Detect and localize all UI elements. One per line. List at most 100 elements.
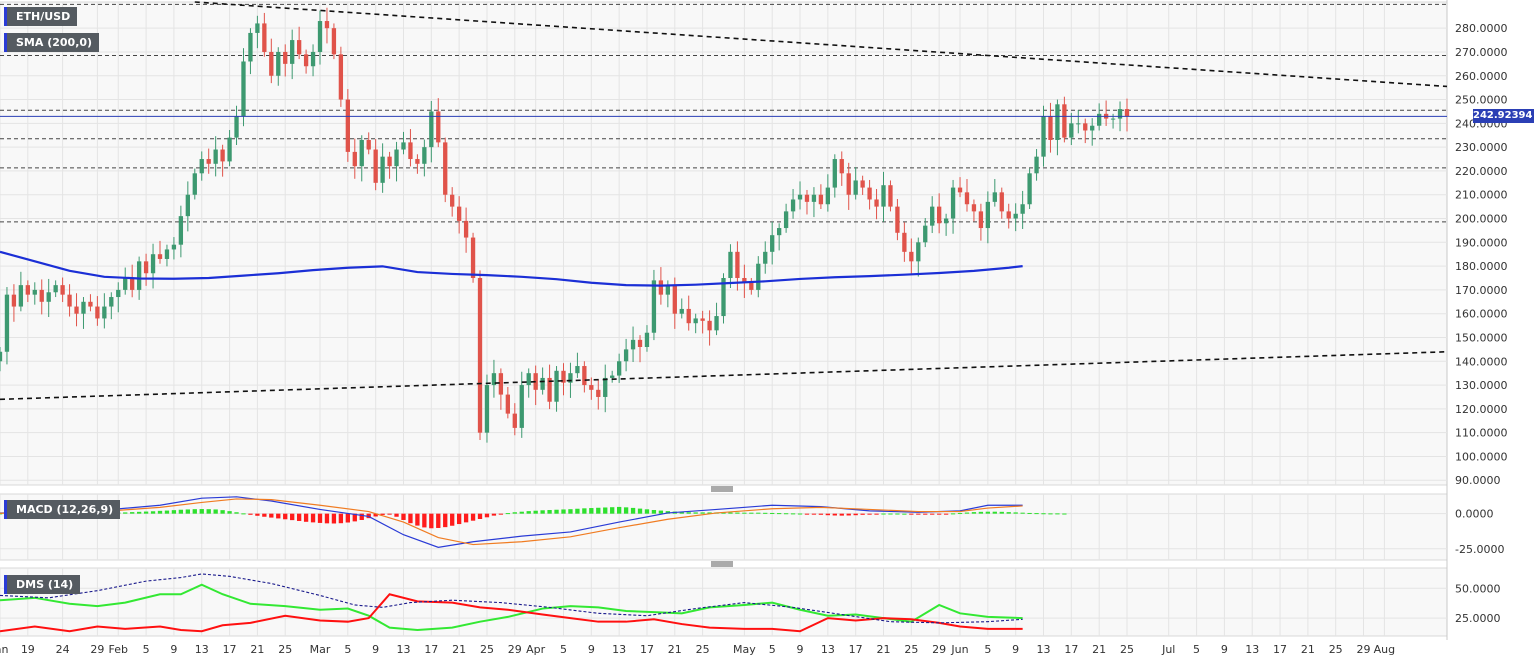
x-tick-label: May bbox=[733, 643, 756, 656]
candle-body bbox=[394, 149, 399, 167]
macd-histogram-bar bbox=[749, 512, 754, 514]
candle-body bbox=[707, 320, 712, 331]
symbol-tag[interactable]: ETH/USD bbox=[4, 7, 78, 26]
dms-series-adx bbox=[0, 573, 1023, 624]
x-tick-label: 21 bbox=[877, 643, 891, 656]
x-tick-label: 5 bbox=[984, 643, 991, 656]
x-tick-label: 9 bbox=[170, 643, 177, 656]
x-tick-label: Jul bbox=[1161, 643, 1175, 656]
macd-histogram-bar bbox=[331, 513, 337, 524]
x-tick-label: 29 bbox=[932, 643, 946, 656]
candle-body bbox=[164, 249, 170, 259]
candle-body bbox=[902, 232, 907, 252]
macd-histogram-bar bbox=[422, 513, 427, 528]
dms-tag[interactable]: DMS (14) bbox=[4, 575, 81, 594]
candle-body bbox=[1090, 125, 1095, 131]
candle-body bbox=[39, 289, 44, 302]
candle-body bbox=[317, 21, 323, 52]
macd-histogram-bar bbox=[964, 512, 970, 514]
candle-body bbox=[81, 301, 86, 314]
x-tick-label: Jun bbox=[950, 643, 968, 656]
macd-series-signal bbox=[0, 498, 1023, 546]
x-tick-label: 17 bbox=[1273, 643, 1287, 656]
candle-body bbox=[568, 373, 573, 383]
sma-200-line bbox=[0, 250, 1023, 287]
macd-histogram-bar bbox=[290, 513, 295, 521]
macd-histogram-bar bbox=[164, 510, 170, 514]
candle-body bbox=[248, 32, 253, 62]
macd-histogram-bar bbox=[554, 509, 559, 514]
macd-histogram-bar bbox=[303, 513, 309, 522]
macd-histogram-bar bbox=[985, 511, 991, 514]
macd-tick-label: -25.0000 bbox=[1455, 543, 1504, 556]
candle-body bbox=[505, 394, 510, 414]
candle-body bbox=[227, 137, 232, 162]
candle-body bbox=[860, 180, 865, 188]
macd-histogram-bar bbox=[1020, 512, 1025, 514]
macd-histogram-bar bbox=[651, 510, 657, 514]
candle-body bbox=[387, 156, 392, 167]
candle-body bbox=[811, 194, 817, 202]
macd-histogram-bar bbox=[178, 509, 184, 514]
macd-histogram-bar bbox=[874, 513, 879, 515]
candle-body bbox=[178, 216, 184, 245]
price-tick-label: 200.0000 bbox=[1455, 213, 1508, 226]
macd-histogram-bar bbox=[359, 513, 364, 520]
macd-tag[interactable]: MACD (12,26,9) bbox=[4, 500, 121, 519]
candle-body bbox=[1069, 123, 1074, 138]
macd-histogram-bar bbox=[276, 513, 281, 519]
candle-body bbox=[477, 278, 483, 433]
pane-background-1 bbox=[0, 493, 1448, 561]
macd-histogram-bar bbox=[763, 512, 768, 514]
macd-histogram-bar bbox=[130, 512, 135, 514]
candle-body bbox=[422, 147, 427, 164]
candle-body bbox=[749, 282, 754, 290]
candle-body bbox=[456, 206, 462, 221]
x-tick-label: 13 bbox=[821, 643, 835, 656]
x-tick-label: 29 bbox=[90, 643, 104, 656]
candle-body bbox=[957, 187, 963, 193]
macd-histogram-bar bbox=[1055, 513, 1060, 515]
candle-body bbox=[443, 142, 448, 195]
pane-background-2 bbox=[0, 567, 1448, 637]
macd-histogram-bar bbox=[971, 512, 977, 514]
candle-body bbox=[345, 99, 350, 152]
candle-body bbox=[610, 375, 615, 378]
candle-body bbox=[658, 280, 664, 295]
trendline-1 bbox=[0, 350, 1448, 401]
macd-histogram-bar bbox=[693, 512, 698, 514]
macd-histogram-bar bbox=[505, 513, 510, 515]
candle-body bbox=[686, 308, 691, 324]
macd-label: MACD (12,26,9) bbox=[16, 503, 114, 516]
candle-body bbox=[88, 301, 93, 307]
trendline-0 bbox=[194, 1, 1448, 88]
candle-body bbox=[526, 373, 531, 386]
x-tick-label: 19 bbox=[21, 643, 35, 656]
x-tick-label: 25 bbox=[480, 643, 494, 656]
price-tick-label: 270.0000 bbox=[1455, 46, 1508, 59]
macd-histogram-bar bbox=[415, 513, 420, 526]
macd-histogram-bar bbox=[1013, 512, 1018, 514]
last-price-tag: 242.92394 bbox=[1473, 109, 1534, 124]
macd-histogram-bar bbox=[728, 512, 733, 514]
x-tick-label: Apr bbox=[526, 643, 546, 656]
candle-body bbox=[519, 385, 524, 428]
x-tick-label: 5 bbox=[143, 643, 150, 656]
candle-body bbox=[881, 185, 886, 207]
x-tick-label: 5 bbox=[1193, 643, 1200, 656]
macd-histogram-bar bbox=[1048, 513, 1053, 515]
candle-body bbox=[366, 140, 371, 150]
candle-body bbox=[804, 194, 810, 202]
macd-histogram-bar bbox=[241, 513, 246, 515]
x-tick-label: Mar bbox=[310, 643, 331, 656]
macd-histogram-bar bbox=[227, 511, 232, 514]
candle-body bbox=[415, 159, 420, 164]
dms-tick-label: 25.0000 bbox=[1455, 612, 1501, 625]
x-tick-label: 21 bbox=[1301, 643, 1315, 656]
dms-series-di bbox=[0, 593, 1023, 633]
macd-histogram-bar bbox=[1006, 512, 1011, 514]
sma-tag[interactable]: SMA (200,0) bbox=[4, 33, 100, 52]
macd-histogram-bar bbox=[575, 508, 580, 514]
candle-body bbox=[185, 194, 190, 217]
